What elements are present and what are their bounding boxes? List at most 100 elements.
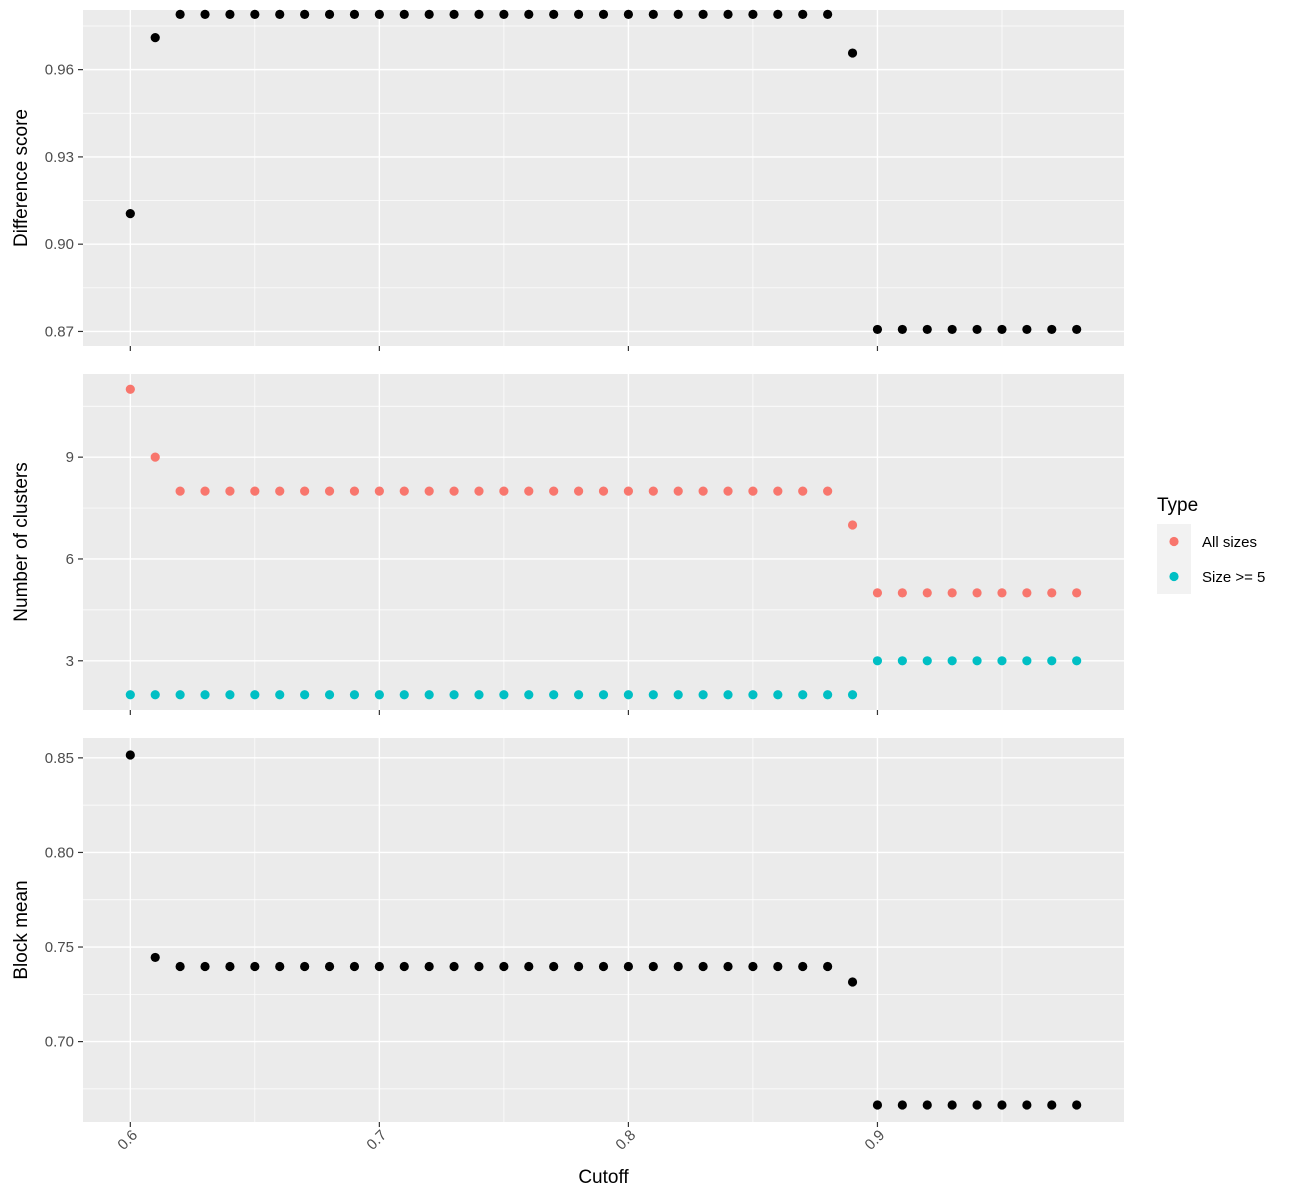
data-point [225,690,235,700]
data-point [324,690,335,700]
data-point [275,9,285,19]
y-tick-label: 0.87 [45,323,74,340]
data-point [897,588,907,598]
data-point [349,9,360,19]
data-point [673,9,683,19]
data-point [175,961,185,972]
legend-item: Size >= 5 [1157,559,1265,594]
series-points-0 [125,750,1082,1110]
data-point [598,961,609,972]
y-axis-title: Number of clusters [11,462,32,621]
data-point [1047,588,1057,598]
data-point [499,961,509,972]
data-point [449,961,459,972]
data-point [798,486,808,496]
data-point [125,384,135,394]
data-point [474,486,484,496]
data-point [573,961,584,972]
data-point [673,690,683,700]
data-point [623,690,634,700]
y-axis-title: Difference score [11,109,32,247]
data-point [897,656,907,666]
data-point [748,9,758,19]
data-point [324,9,335,19]
data-point [374,690,384,700]
data-point [723,486,733,496]
data-point [175,9,185,19]
data-point [275,690,285,700]
data-point [150,33,160,43]
panel-background [83,738,1124,1122]
data-point [499,690,509,700]
data-point [798,9,808,19]
data-point [200,9,210,19]
data-point [225,9,235,19]
data-point [573,9,584,19]
data-point [175,690,185,700]
panel-number-of-clusters: 3 6 9 Number of clusters [11,374,1124,715]
x-tick-label: 0.6 [114,1127,141,1154]
y-tick-label: 3 [66,653,74,670]
x-tick-label: 0.8 [612,1127,639,1154]
data-point [748,486,758,496]
data-point [723,9,733,19]
data-point [200,486,210,496]
data-point [872,324,883,335]
data-point [1022,1100,1032,1110]
data-point [250,9,260,19]
data-point [250,961,260,972]
data-point [798,690,808,700]
series-size-5 [125,656,1082,700]
y-tick-label: 0.90 [45,236,74,253]
data-point [972,588,982,598]
data-point [922,324,932,335]
y-tick-label: 0.70 [45,1034,74,1051]
panel-background [83,10,1124,346]
data-point [997,588,1007,598]
legend: Type All sizes Size >= 5 [1157,495,1265,594]
data-point [399,9,409,19]
data-point [773,486,783,496]
data-point [424,690,434,700]
data-point [150,952,160,963]
data-point [150,452,160,462]
data-point [549,9,559,19]
data-point [474,9,484,19]
data-point [698,961,708,972]
data-point [1047,1100,1057,1110]
data-point [598,9,609,19]
data-point [573,690,584,700]
data-point [798,961,808,972]
data-point [349,961,360,972]
data-point [175,486,185,496]
y-tick-label: 9 [66,449,74,466]
data-point [524,961,534,972]
data-point [374,9,384,19]
data-point [549,961,559,972]
data-point [947,324,957,335]
data-point [125,690,135,700]
data-point [399,961,409,972]
data-point [698,690,708,700]
data-point [374,486,384,496]
data-point [524,9,534,19]
data-point [275,961,285,972]
y-axis-title: Block mean [11,880,32,979]
data-point [424,9,434,19]
data-point [125,750,135,760]
data-point [573,486,584,496]
data-point [524,690,534,700]
data-point [1072,324,1082,335]
panel-difference-score: 0.87 0.90 0.93 0.96 Difference score [11,9,1124,351]
data-point [200,961,210,972]
x-tick-label: 0.7 [363,1127,390,1154]
data-point [972,324,982,335]
data-point [872,1100,883,1110]
data-point [648,9,658,19]
data-point [897,1100,907,1110]
legend-label: Size >= 5 [1202,569,1265,586]
data-point [748,690,758,700]
y-tick-label: 0.96 [45,62,74,79]
data-point [598,486,609,496]
